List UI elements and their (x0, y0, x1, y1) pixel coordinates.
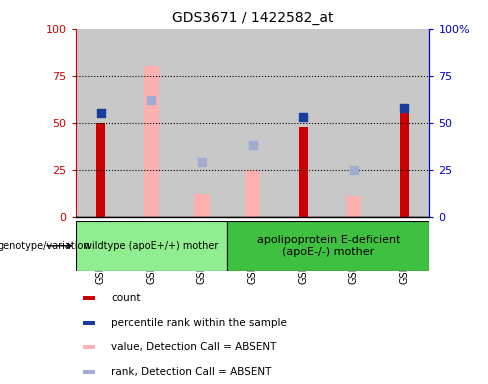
Bar (83, 370, 95, 374)
Bar (227, 29, 278, 217)
Bar (379, 29, 429, 217)
Bar (278, 29, 328, 217)
Bar (126, 29, 177, 217)
Point (97, 111, 105, 117)
Bar (194, 194, 209, 217)
Bar (144, 66, 159, 217)
Point (299, 114, 307, 120)
Bar (299, 127, 307, 217)
Bar (400, 104, 409, 217)
Bar (245, 170, 260, 217)
Bar (96, 123, 105, 217)
Point (198, 159, 206, 166)
Bar (76, 221, 227, 271)
Text: apolipoprotein E-deficient
(apoE-/-) mother: apolipoprotein E-deficient (apoE-/-) mot… (257, 235, 400, 257)
Point (350, 167, 358, 173)
Bar (227, 221, 429, 271)
Text: genotype/variation: genotype/variation (0, 241, 90, 251)
Bar (83, 296, 95, 300)
Text: wildtype (apoE+/+) mother: wildtype (apoE+/+) mother (84, 241, 219, 251)
Title: GDS3671 / 1422582_at: GDS3671 / 1422582_at (172, 11, 333, 25)
Bar (76, 29, 126, 217)
Text: value, Detection Call = ABSENT: value, Detection Call = ABSENT (111, 342, 276, 352)
Bar (177, 29, 227, 217)
Bar (83, 345, 95, 349)
Bar (346, 196, 361, 217)
Bar (328, 29, 379, 217)
Text: rank, Detection Call = ABSENT: rank, Detection Call = ABSENT (111, 367, 271, 377)
Text: percentile rank within the sample: percentile rank within the sample (111, 318, 287, 328)
Point (400, 105, 408, 111)
Bar (83, 321, 95, 325)
Point (147, 97, 155, 103)
Text: count: count (111, 293, 141, 303)
Point (249, 142, 257, 149)
